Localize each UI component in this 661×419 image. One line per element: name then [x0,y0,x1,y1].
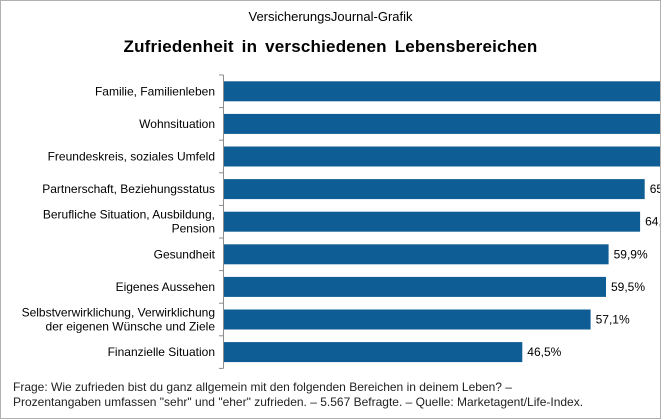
chart-title: Zufriedenheit in verschiedenen Lebensber… [123,37,538,56]
category-label: Pension [172,222,215,236]
category-label: Selbstverwirklichung, Verwirklichung [22,306,215,320]
bar [223,342,523,363]
value-label: 64,8% [645,215,660,229]
bar [223,81,660,102]
category-label: Eigenes Aussehen [116,280,215,294]
footnote-line-2: Prozentangaben umfassen "sehr" und "eher… [13,395,584,409]
bar [223,146,660,167]
category-label: Gesundheit [154,247,216,261]
bar [223,276,606,297]
footnote: Frage: Wie zufrieden bist du ganz allgem… [13,380,653,410]
category-label: Finanzielle Situation [108,345,215,359]
value-label: 59,9% [614,247,648,261]
bar [223,179,645,200]
value-label: 59,5% [611,280,645,294]
bar [223,244,609,265]
bar-chart: 74,2%Familie, Familienleben73,0%Wohnsitu… [22,74,660,369]
category-label: Familie, Familienleben [95,84,215,98]
bar [223,309,591,330]
category-label: der eigenen Wünsche und Ziele [46,320,216,334]
bar [223,113,660,134]
value-label: 57,1% [596,313,630,327]
bar [223,211,641,232]
value-label: 65,5% [650,182,660,196]
value-label: 46,5% [527,345,561,359]
category-label: Berufliche Situation, Ausbildung, [43,208,215,222]
footnote-line-1: Frage: Wie zufrieden bist du ganz allgem… [13,380,512,394]
category-label: Partnerschaft, Beziehungsstatus [42,182,215,196]
category-label: Wohnsituation [139,117,215,131]
source-label: VersicherungsJournal-Grafik [248,9,413,24]
category-label: Freundeskreis, soziales Umfeld [48,150,215,164]
